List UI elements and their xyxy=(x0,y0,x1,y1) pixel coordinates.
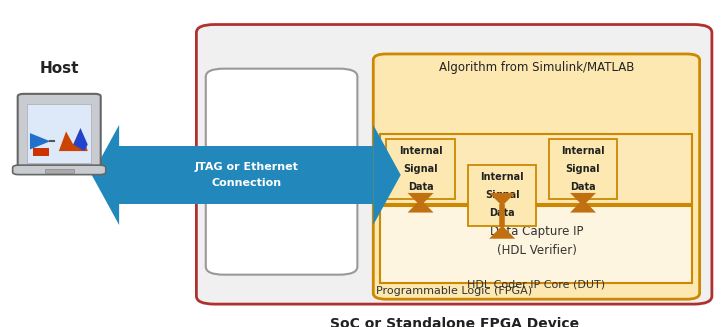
Bar xyxy=(27,104,91,163)
Text: (HDL Verifier): (HDL Verifier) xyxy=(497,245,576,257)
Text: Internal: Internal xyxy=(561,146,605,156)
FancyBboxPatch shape xyxy=(13,165,106,175)
Text: Optional/Bypassed: Optional/Bypassed xyxy=(223,178,340,191)
Polygon shape xyxy=(490,193,516,206)
Polygon shape xyxy=(74,128,88,151)
Bar xyxy=(468,165,536,226)
Text: Processing System: Processing System xyxy=(223,149,340,162)
Polygon shape xyxy=(30,133,51,149)
FancyBboxPatch shape xyxy=(18,94,100,169)
Text: Internal: Internal xyxy=(399,146,443,156)
Polygon shape xyxy=(59,128,88,151)
Text: SoC or Standalone FPGA Device: SoC or Standalone FPGA Device xyxy=(329,317,579,327)
Polygon shape xyxy=(570,193,596,206)
Text: Signal: Signal xyxy=(485,190,519,200)
Bar xyxy=(386,139,455,199)
Bar xyxy=(45,169,74,173)
Polygon shape xyxy=(570,199,596,213)
Text: Internal: Internal xyxy=(480,172,524,182)
Text: HDL Coder IP Core (DUT): HDL Coder IP Core (DUT) xyxy=(467,280,606,289)
Text: Data Capture IP: Data Capture IP xyxy=(490,225,583,238)
Bar xyxy=(33,148,49,156)
Polygon shape xyxy=(92,125,119,225)
Text: JTAG or Ethernet: JTAG or Ethernet xyxy=(194,162,298,172)
Bar xyxy=(119,146,373,204)
FancyBboxPatch shape xyxy=(196,25,712,304)
FancyBboxPatch shape xyxy=(206,69,357,275)
Text: Host: Host xyxy=(40,61,79,76)
Text: Signal: Signal xyxy=(566,164,600,174)
Bar xyxy=(549,139,617,199)
Polygon shape xyxy=(407,193,433,206)
Text: Data: Data xyxy=(490,208,515,218)
Polygon shape xyxy=(373,125,401,225)
Text: Data: Data xyxy=(570,182,596,192)
Bar xyxy=(380,134,692,204)
FancyBboxPatch shape xyxy=(373,54,700,299)
Text: Programmable Logic (FPGA): Programmable Logic (FPGA) xyxy=(376,286,532,296)
Text: Connection: Connection xyxy=(211,178,282,188)
Polygon shape xyxy=(490,226,516,239)
Text: Algorithm from Simulink/MATLAB: Algorithm from Simulink/MATLAB xyxy=(439,60,634,74)
Text: Data: Data xyxy=(408,182,433,192)
Polygon shape xyxy=(407,199,433,213)
Text: Signal: Signal xyxy=(404,164,438,174)
Bar xyxy=(380,206,692,283)
